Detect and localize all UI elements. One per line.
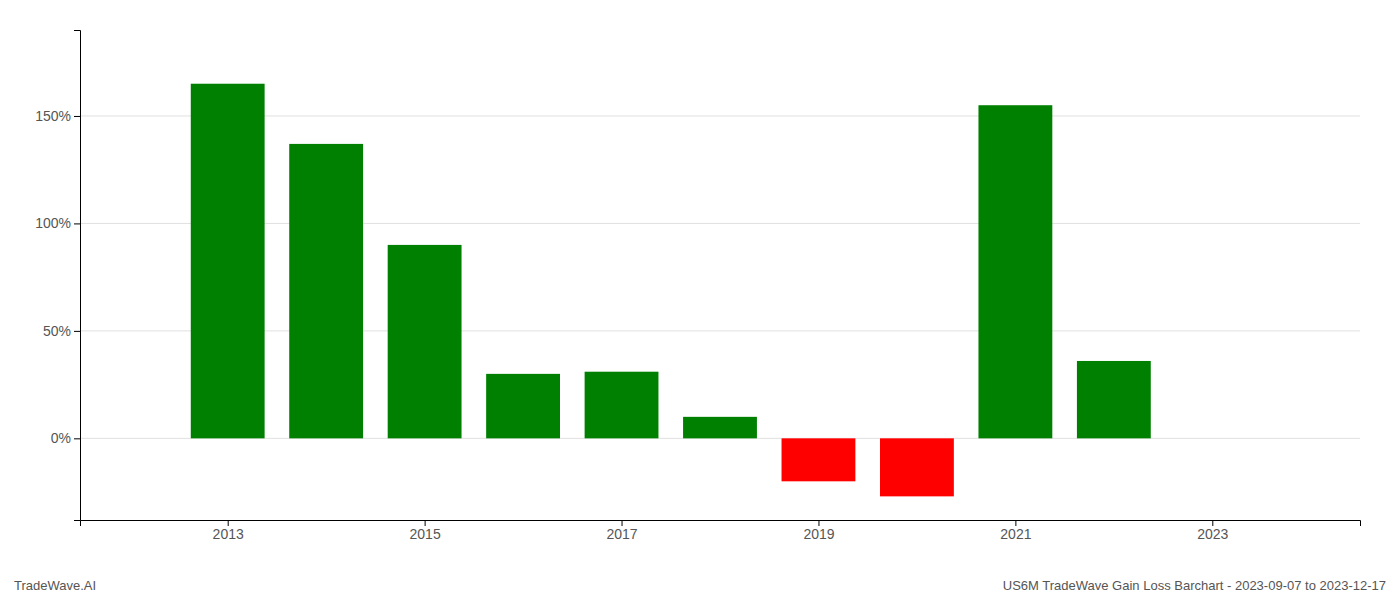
- x-tick: 2021: [1000, 520, 1031, 542]
- x-tick: 2019: [803, 520, 834, 542]
- y-axis-line: [74, 31, 81, 521]
- y-tick-label: 100%: [35, 215, 71, 231]
- y-tick: 150%: [35, 108, 80, 124]
- x-tick-label: 2023: [1197, 526, 1228, 542]
- grid-line: [80, 330, 1360, 331]
- x-tick: 2013: [213, 520, 244, 542]
- bars: [191, 84, 1151, 497]
- x-tick-label: 2019: [803, 526, 834, 542]
- y-tick-mark: [74, 331, 80, 332]
- x-tick-label: 2021: [1000, 526, 1031, 542]
- chart: 2013 2015 2017 2019 2021 2023 0% 50% 100% 150% Tra…: [0, 0, 1400, 600]
- x-tick: 2023: [1197, 520, 1228, 542]
- y-axis: 0% 50% 100% 150%: [35, 31, 80, 521]
- bar: [289, 144, 363, 438]
- plot: 2013 2015 2017 2019 2021 2023 0% 50% 100% 150%: [35, 31, 1360, 542]
- bar: [486, 374, 560, 438]
- x-tick-label: 2013: [213, 526, 244, 542]
- footer-left: TradeWave.AI: [14, 578, 96, 593]
- x-tick: 2017: [606, 520, 637, 542]
- x-axis: 2013 2015 2017 2019 2021 2023: [81, 520, 1361, 542]
- grid: [80, 116, 1360, 438]
- y-tick-label: 0%: [51, 430, 71, 446]
- bar: [585, 372, 659, 439]
- y-tick-label: 50%: [43, 323, 71, 339]
- x-tick-label: 2017: [606, 526, 637, 542]
- bar: [388, 245, 462, 438]
- x-tick: 2015: [410, 520, 441, 542]
- bar: [191, 84, 265, 439]
- y-tick: 50%: [43, 323, 80, 339]
- y-tick-label: 150%: [35, 108, 71, 124]
- y-tick-mark: [74, 116, 80, 117]
- bar: [782, 438, 856, 481]
- y-tick-mark: [74, 438, 80, 439]
- x-tick-label: 2015: [410, 526, 441, 542]
- footer-right: US6M TradeWave Gain Loss Barchart - 2023…: [1003, 578, 1386, 593]
- y-tick-mark: [74, 223, 80, 224]
- y-tick: 0%: [51, 430, 80, 446]
- x-axis-line: [81, 521, 1361, 527]
- bar: [1077, 361, 1151, 438]
- bar: [683, 417, 757, 438]
- grid-line: [80, 115, 1360, 116]
- bar: [978, 105, 1052, 438]
- bar: [880, 438, 954, 496]
- grid-line: [80, 223, 1360, 224]
- y-tick: 100%: [35, 215, 80, 231]
